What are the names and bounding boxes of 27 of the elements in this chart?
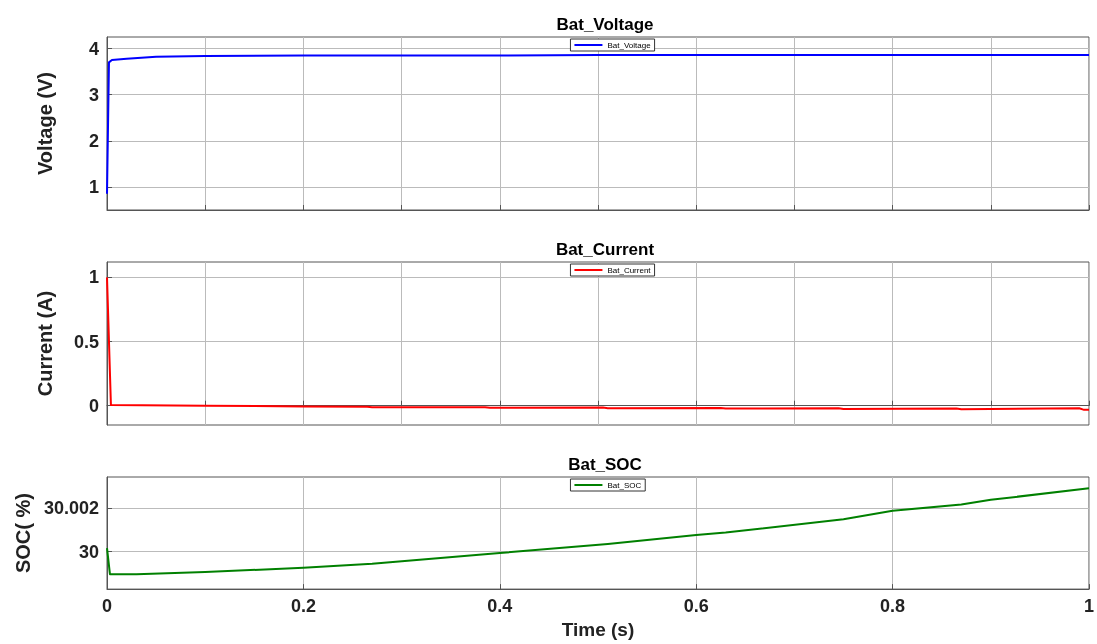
legend-label: Bat_SOC xyxy=(607,480,642,490)
y-axis-title: Voltage (V) xyxy=(34,72,56,175)
x-tick-label: 0.8 xyxy=(880,596,906,617)
x-axis-title: Time (s) xyxy=(561,619,635,640)
y-tick-label: 3 xyxy=(88,84,99,105)
x-tick-label: 0.6 xyxy=(683,596,709,617)
chart-title: Bat_SOC xyxy=(568,455,642,474)
chart-title: Bat_Current xyxy=(555,240,655,259)
chart-title: Bat_Voltage xyxy=(556,15,654,34)
y-tick-label: 30.002 xyxy=(43,497,99,518)
y-tick-label: 0 xyxy=(88,395,99,416)
y-tick-label: 0.5 xyxy=(73,331,99,352)
x-tick-label: 0 xyxy=(101,596,113,617)
y-tick-label: 1 xyxy=(88,176,99,197)
y-tick-label: 1 xyxy=(88,267,99,288)
y-tick-label: 4 xyxy=(88,38,99,59)
line-series xyxy=(106,276,1090,411)
x-tick-label: 0.4 xyxy=(487,596,513,617)
y-tick-label: 30 xyxy=(78,541,99,562)
x-tick-label: 0.2 xyxy=(290,596,316,617)
legend-label: Bat_Current xyxy=(607,265,652,275)
y-tick-label: 2 xyxy=(88,130,99,151)
legend-label: Bat_Voltage xyxy=(607,40,652,50)
y-axis-title: SOC( %) xyxy=(12,493,34,574)
line-series xyxy=(106,53,1090,195)
x-tick-label: 1 xyxy=(1083,596,1094,617)
y-axis-title: Current (A) xyxy=(34,290,56,397)
